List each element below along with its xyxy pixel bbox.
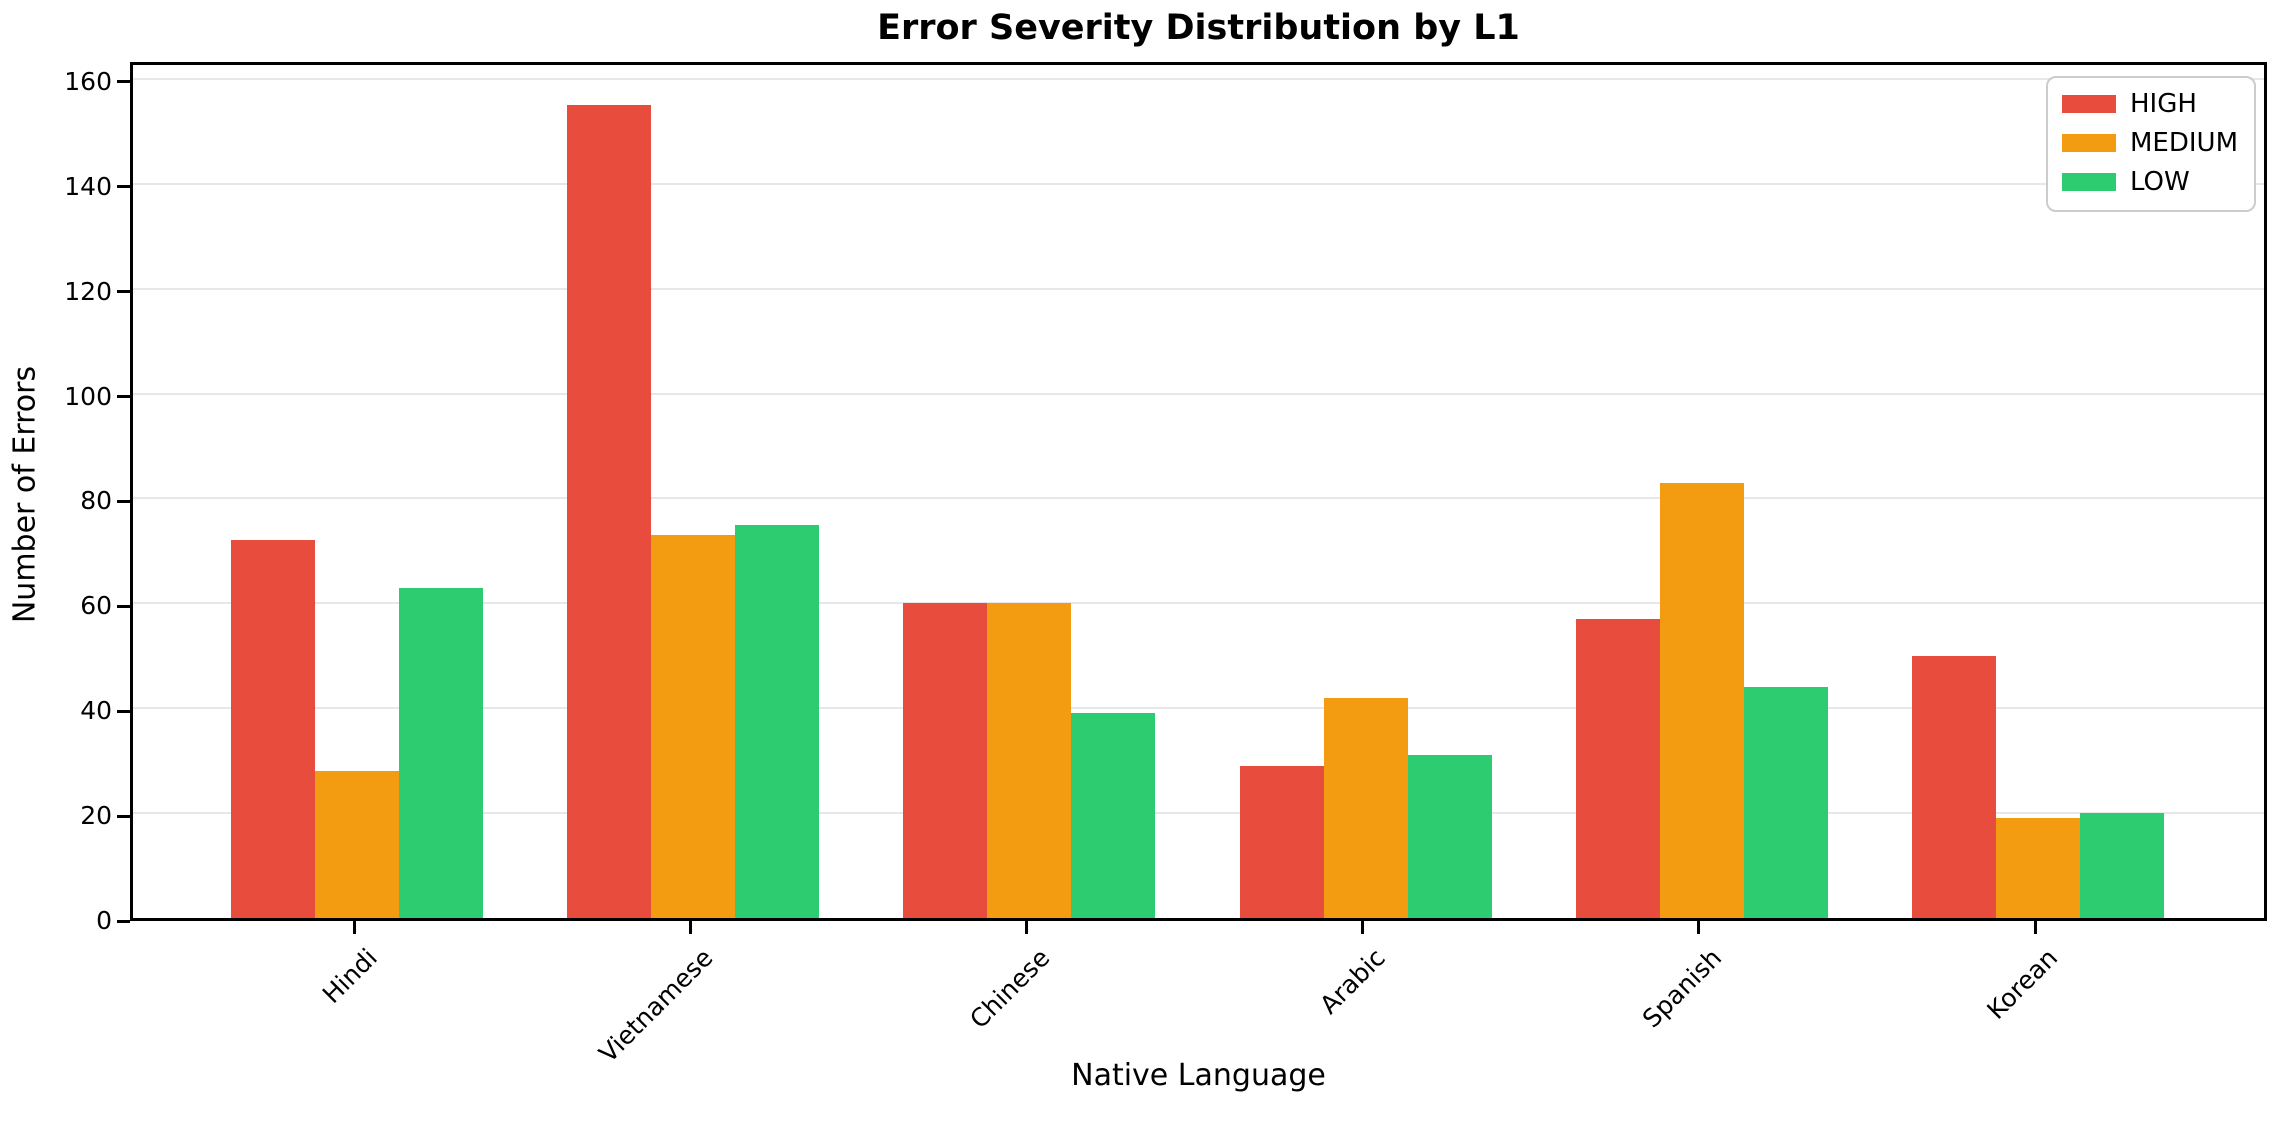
gridline-y-60 bbox=[133, 602, 2264, 605]
legend-label-high: HIGH bbox=[2130, 89, 2197, 119]
gridline-y-120 bbox=[133, 287, 2264, 290]
chart-title: Error Severity Distribution by L1 bbox=[877, 8, 1520, 48]
bar-spanish-medium bbox=[1660, 483, 1744, 918]
bar-hindi-medium bbox=[315, 771, 399, 918]
bar-hindi-high bbox=[231, 540, 315, 918]
legend-item-low: LOW bbox=[2062, 168, 2240, 196]
bar-vietnamese-high bbox=[567, 105, 651, 918]
legend-label-low: LOW bbox=[2130, 167, 2190, 197]
x-axis-label: Native Language bbox=[1071, 1058, 1326, 1093]
xtick-mark-chinese bbox=[1024, 921, 1028, 934]
bar-chinese-high bbox=[903, 603, 987, 918]
ytick-mark-80 bbox=[117, 499, 130, 503]
ytick-label-60: 60 bbox=[80, 591, 112, 621]
legend-swatch-medium bbox=[2062, 134, 2116, 152]
ytick-label-0: 0 bbox=[96, 906, 112, 935]
legend-item-medium: MEDIUM bbox=[2062, 129, 2240, 157]
xtick-label-hindi: Hindi bbox=[316, 943, 383, 1010]
legend-swatch-low bbox=[2062, 173, 2116, 191]
bar-chinese-medium bbox=[987, 603, 1071, 918]
xtick-label-vietnamese: Vietnamese bbox=[593, 943, 719, 1069]
legend: HIGH MEDIUM LOW bbox=[2046, 76, 2256, 212]
plot-area bbox=[130, 62, 2267, 921]
xtick-mark-hindi bbox=[352, 921, 356, 934]
bar-arabic-low bbox=[1408, 755, 1492, 918]
ytick-label-160: 160 bbox=[64, 66, 112, 96]
bar-chinese-low bbox=[1071, 713, 1155, 918]
bar-vietnamese-medium bbox=[651, 535, 735, 918]
xtick-label-spanish: Spanish bbox=[1636, 943, 1728, 1034]
ytick-label-40: 40 bbox=[80, 696, 112, 726]
bar-vietnamese-low bbox=[735, 525, 819, 918]
bar-spanish-low bbox=[1744, 687, 1828, 918]
ytick-mark-20 bbox=[117, 814, 130, 818]
bar-arabic-high bbox=[1240, 766, 1324, 918]
ytick-label-120: 120 bbox=[64, 276, 112, 306]
ytick-mark-40 bbox=[117, 709, 130, 713]
ytick-label-140: 140 bbox=[64, 171, 112, 201]
xtick-mark-korean bbox=[2033, 921, 2037, 934]
ytick-mark-60 bbox=[117, 604, 130, 608]
ytick-label-80: 80 bbox=[80, 486, 112, 516]
ytick-mark-0 bbox=[117, 919, 130, 923]
gridline-y-20 bbox=[133, 812, 2264, 815]
bar-korean-low bbox=[2080, 813, 2164, 918]
gridline-y-160 bbox=[133, 77, 2264, 80]
legend-label-medium: MEDIUM bbox=[2130, 128, 2239, 158]
xtick-label-chinese: Chinese bbox=[963, 943, 1055, 1035]
bar-hindi-low bbox=[399, 588, 483, 918]
xtick-mark-arabic bbox=[1361, 921, 1365, 934]
gridline-y-100 bbox=[133, 392, 2264, 395]
ytick-mark-120 bbox=[117, 290, 130, 294]
ytick-mark-100 bbox=[117, 395, 130, 399]
gridline-y-80 bbox=[133, 497, 2264, 500]
ytick-mark-140 bbox=[117, 185, 130, 189]
bar-korean-high bbox=[1912, 656, 1996, 918]
legend-item-high: HIGH bbox=[2062, 90, 2240, 118]
bar-korean-medium bbox=[1996, 818, 2080, 918]
ytick-label-100: 100 bbox=[64, 381, 112, 411]
gridline-y-140 bbox=[133, 182, 2264, 185]
ytick-mark-160 bbox=[117, 80, 130, 84]
legend-swatch-high bbox=[2062, 95, 2116, 113]
ytick-label-20: 20 bbox=[80, 801, 112, 831]
gridline-y-40 bbox=[133, 707, 2264, 710]
xtick-mark-vietnamese bbox=[688, 921, 692, 934]
bar-arabic-medium bbox=[1324, 698, 1408, 918]
xtick-label-korean: Korean bbox=[1981, 943, 2064, 1025]
xtick-mark-spanish bbox=[1697, 921, 1701, 934]
xtick-label-arabic: Arabic bbox=[1314, 943, 1392, 1020]
bar-spanish-high bbox=[1576, 619, 1660, 918]
